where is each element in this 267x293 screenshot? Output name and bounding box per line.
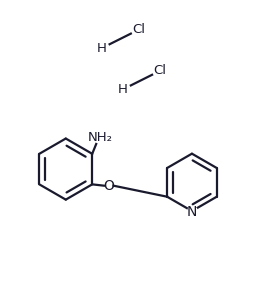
Text: Cl: Cl xyxy=(132,23,145,36)
Text: H: H xyxy=(97,42,107,55)
Text: H: H xyxy=(118,83,128,96)
Text: Cl: Cl xyxy=(154,64,167,77)
Text: NH₂: NH₂ xyxy=(88,131,113,144)
Text: N: N xyxy=(187,205,197,219)
Text: O: O xyxy=(103,179,114,193)
